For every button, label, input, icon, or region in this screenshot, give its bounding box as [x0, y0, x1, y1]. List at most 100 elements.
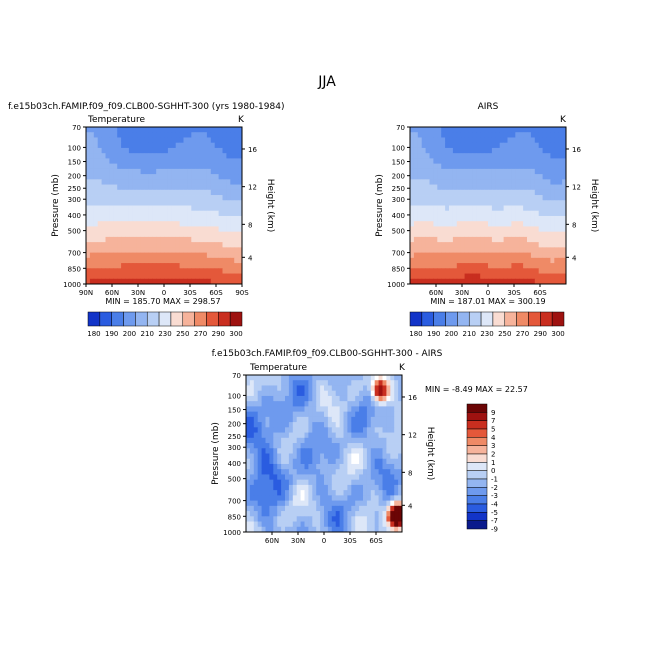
panel-model-cell — [89, 221, 95, 227]
panel-difference-colorbar-label: 0 — [491, 467, 495, 475]
panel-airs-cell — [495, 231, 501, 238]
panel-airs-cell — [468, 205, 473, 212]
panel-difference-cell — [265, 406, 270, 413]
panel-difference-cell — [312, 490, 317, 496]
panel-airs-cell — [542, 242, 547, 248]
panel-airs-cell — [484, 242, 489, 248]
panel-difference-cell — [370, 411, 376, 418]
panel-difference-cell — [363, 385, 368, 392]
panel-model-cell — [238, 142, 243, 149]
panel-airs-cell — [527, 268, 532, 274]
panel-airs-cell — [503, 221, 508, 227]
panel-model-cell — [187, 142, 192, 149]
panel-airs-cell — [511, 142, 516, 149]
panel-difference-cell — [285, 526, 290, 533]
panel-model-cell — [148, 210, 153, 217]
panel-airs-cell — [417, 257, 423, 264]
panel-model-cell — [113, 210, 118, 217]
panel-model-cell — [222, 179, 227, 185]
panel-model-cell — [226, 137, 231, 144]
panel-difference-cell — [304, 416, 309, 423]
panel-model-cell — [140, 221, 145, 227]
panel-model-cell — [210, 179, 216, 185]
panel-model-cell — [86, 215, 91, 222]
panel-model-cell — [214, 158, 219, 165]
panel-difference-cell — [257, 505, 262, 512]
panel-airs-cell — [460, 153, 465, 159]
panel-model-cell — [238, 273, 243, 280]
panel-difference-cell — [386, 474, 391, 481]
panel-difference-cell — [261, 463, 266, 470]
panel-airs-cell — [468, 179, 473, 185]
panel-difference-cell — [339, 411, 344, 418]
panel-model-cell — [105, 273, 110, 280]
panel-model-cell — [156, 268, 161, 274]
panel-model-cell — [203, 273, 208, 280]
panel-airs-cell — [476, 221, 481, 227]
panel-model-cell — [191, 132, 196, 138]
panel-model-cell — [160, 127, 165, 133]
panel-airs-cell — [558, 215, 563, 222]
panel-airs-cell — [425, 179, 430, 185]
panel-airs-cell — [452, 147, 458, 154]
panel-difference-cell — [390, 490, 395, 496]
panel-airs-cell — [425, 163, 430, 170]
panel-difference-cell — [351, 437, 356, 444]
panel-model-cell — [179, 168, 184, 175]
panel-model-cell — [121, 195, 126, 201]
panel-difference-cell — [257, 390, 262, 397]
panel-airs-cell — [429, 205, 434, 212]
panel-airs-cell — [515, 242, 520, 248]
panel-model-cell — [152, 142, 157, 149]
panel-model-cell — [121, 215, 126, 222]
panel-difference-cell — [257, 463, 262, 470]
panel-airs-cell — [480, 168, 485, 175]
panel-airs-cell — [507, 179, 512, 185]
panel-model-cell — [93, 132, 99, 138]
panel-model-cell — [171, 184, 177, 191]
panel-model-cell — [89, 210, 95, 217]
panel-difference-cell — [363, 443, 368, 449]
panel-difference-cell — [339, 443, 344, 449]
panel-model-cell — [97, 200, 102, 206]
panel-model-cell — [89, 247, 95, 253]
panel-difference-cell — [277, 484, 282, 491]
panel-airs-cell — [484, 236, 489, 243]
panel-airs-cell — [410, 168, 415, 175]
panel-difference-cell — [335, 411, 340, 418]
panel-difference-cell — [339, 437, 344, 444]
panel-difference-cell — [308, 437, 313, 444]
panel-model-cell — [199, 231, 204, 238]
panel-model-cell — [164, 200, 169, 206]
panel-model-cell — [187, 242, 192, 248]
panel-difference-cell — [288, 448, 294, 454]
panel-difference-cell — [398, 490, 403, 496]
panel-model-cell — [125, 247, 130, 253]
panel-model-cell — [195, 226, 200, 233]
panel-airs-cell — [519, 184, 524, 191]
panel-airs-cell — [515, 215, 520, 222]
panel-difference-cell — [390, 443, 395, 449]
panel-difference-cell — [378, 406, 383, 413]
panel-airs-cell — [534, 210, 540, 217]
panel-model-cell — [132, 226, 138, 233]
panel-airs-cell — [456, 153, 462, 159]
panel-airs-cell — [445, 195, 450, 201]
panel-difference-colorbar-label: 9 — [491, 409, 495, 417]
panel-model-cell — [167, 153, 173, 159]
panel-difference-cell — [359, 490, 364, 496]
panel-difference-cell — [324, 437, 329, 444]
panel-model-cell — [167, 263, 173, 269]
panel-model-cell — [97, 174, 102, 180]
panel-difference-cell — [277, 511, 282, 517]
panel-difference-cell — [327, 395, 333, 402]
panel-airs-cell — [433, 257, 438, 264]
panel-airs-cell — [546, 278, 551, 285]
panel-model-cell — [105, 158, 110, 165]
panel-airs-cell — [558, 231, 563, 238]
panel-model-cell — [152, 215, 157, 222]
panel-model-cell — [144, 127, 149, 133]
panel-model-cell — [183, 236, 188, 243]
panel-airs-cell — [534, 179, 540, 185]
panel-model-cell — [222, 242, 227, 248]
